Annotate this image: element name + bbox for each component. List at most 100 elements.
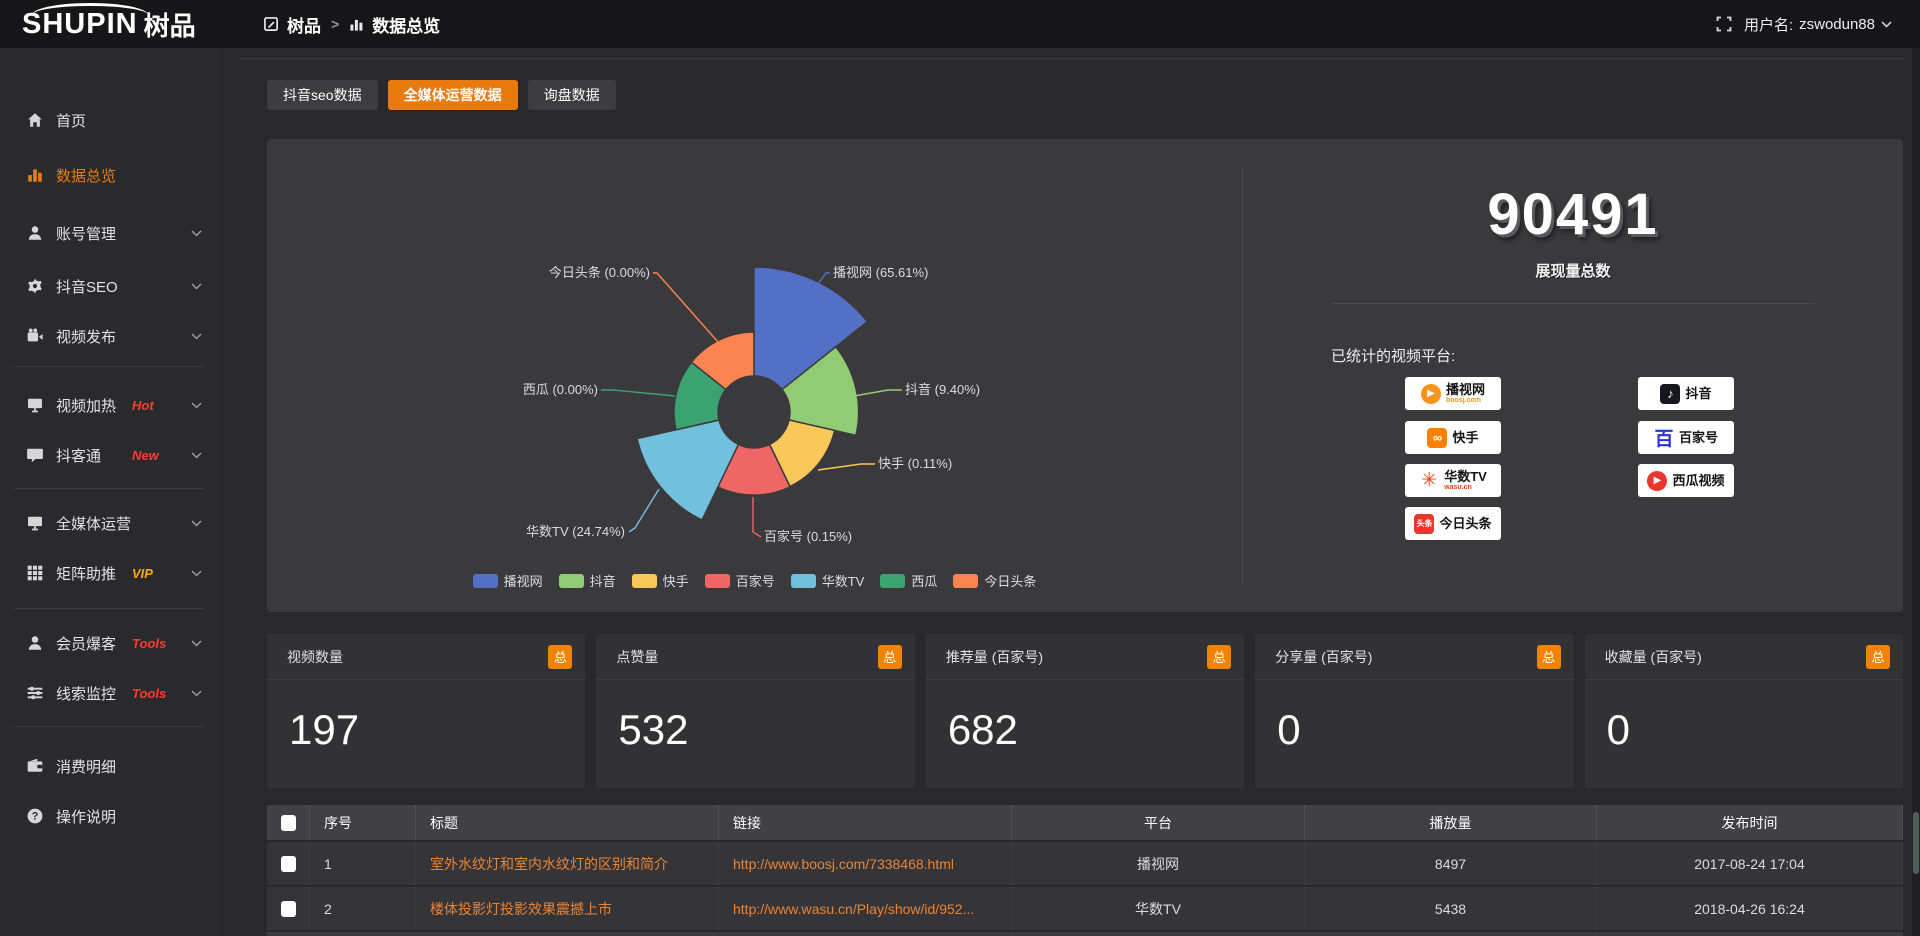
table-row: 2 楼体投影灯投影效果震撼上市 http://www.wasu.cn/Play/sh… (267, 885, 1903, 930)
快手-logo-icon: ∞ (1427, 427, 1448, 448)
table-header-播放量: 播放量 (1305, 805, 1597, 840)
sliders-icon (26, 684, 44, 702)
breadcrumb-item-root[interactable]: 树品 (287, 16, 321, 36)
platform-badge-text: 快手 (1452, 431, 1478, 445)
cell-platform: 播视网 (1012, 842, 1305, 885)
user-menu[interactable]: 用户名: zswodun88 (1744, 14, 1892, 35)
sidebar-item-数据总览[interactable]: 数据总览 (0, 160, 218, 190)
sidebar-item-首页[interactable]: 首页 (0, 105, 218, 135)
platform-badge-text: 西瓜视频 (1672, 474, 1724, 488)
pie-label-line-播视网 (814, 272, 830, 289)
stat-card-推荐量 (百家号): 推荐量 (百家号) 总 682 (925, 634, 1245, 788)
stub-cell (719, 932, 1012, 936)
stat-card-value: 532 (618, 706, 689, 753)
legend-item-百家号[interactable]: 百家号 (704, 571, 775, 590)
stat-card-点赞量: 点赞量 总 532 (596, 634, 915, 788)
platform-badge-sub: boosj.com (1445, 396, 1481, 404)
pie-slice-播视网[interactable] (753, 266, 869, 391)
stat-cards: 视频数量总 197 点赞量总 532 推荐量 (百家号) 总 682 分享量 (百家号) 总 0 收… (267, 634, 1904, 788)
pie-label-百家号: 百家号 (0.15%) (764, 529, 852, 544)
table-header-序号: 序号 (310, 805, 416, 840)
member-icon (26, 634, 44, 652)
pie-slice-华数TV[interactable] (636, 419, 740, 522)
table-header-链接: 链接 (719, 805, 1012, 840)
sidebar-item-线索监控[interactable]: 线索监控 Tools (0, 678, 218, 708)
pie-label-快手: 快手 (0.11%) (878, 456, 952, 471)
sidebar-divider (14, 726, 204, 727)
sidebar-item-badge: VIP (132, 565, 153, 581)
sidebar-item-全媒体运营[interactable]: 全媒体运营 (0, 508, 218, 538)
platform-badge-text: 播视网 boosj.com (1446, 383, 1485, 404)
legend-item-抖音[interactable]: 抖音 (558, 571, 616, 590)
pie-slice-抖音[interactable] (781, 345, 860, 437)
svg-text:?: ? (32, 810, 39, 822)
sidebar-item-消费明细[interactable]: 消费明细 (0, 751, 218, 781)
stub-cell (1305, 932, 1597, 936)
table-header-row: 序号 标题 链接 平台 播放量 发布时间 (267, 805, 1903, 840)
video-icon (26, 327, 44, 345)
summary-divider (1332, 303, 1814, 304)
sidebar-item-label: 操作说明 (56, 808, 117, 826)
sidebar-divider (14, 608, 204, 609)
tab-询盘数据[interactable]: 询盘数据 (527, 80, 616, 110)
gear-icon (26, 277, 44, 295)
sidebar-item-label: 视频加热 (56, 397, 117, 415)
pie-label-华数TV: 华数TV (24.74%) (526, 524, 625, 539)
stat-card-label: 收藏量 (百家号) (1604, 648, 1702, 665)
sidebar-item-操作说明[interactable]: ? 操作说明 (0, 801, 218, 831)
table-header-checkbox-cell (267, 805, 310, 840)
legend-item-快手[interactable]: 快手 (631, 571, 689, 590)
select-all-checkbox[interactable] (280, 814, 296, 831)
row-checkbox[interactable] (280, 900, 296, 917)
header-divider (240, 58, 1904, 59)
title-link[interactable]: 楼体投影灯投影效果震撼上市 (430, 900, 612, 917)
stat-card-value: 682 (947, 706, 1018, 753)
legend-item-华数TV[interactable]: 华数TV (790, 571, 864, 590)
播视网-logo-icon: ▶ (1420, 383, 1441, 404)
platform-badge-西瓜视频: ▶ 西瓜视频 (1638, 464, 1734, 497)
stat-card-label: 点赞量 (616, 648, 659, 665)
scrollbar-thumb[interactable] (1913, 812, 1919, 874)
home-icon (26, 111, 44, 129)
pie-label-line-今日头条 (653, 272, 719, 343)
stat-card-分享量 (百家号): 分享量 (百家号) 总 0 (1255, 634, 1574, 788)
title-link[interactable]: 室外水纹灯和室内水纹灯的区别和简介 (430, 855, 668, 872)
platform-badge-text: 百家号 (1679, 431, 1718, 445)
pie-label-line-华数TV (628, 488, 660, 533)
sidebar-item-视频发布[interactable]: 视频发布 (0, 321, 218, 351)
breadcrumb: 树品 > 数据总览 (264, 0, 440, 48)
sidebar-item-会员爆客[interactable]: 会员爆客 Tools (0, 628, 218, 658)
legend-item-西瓜[interactable]: 西瓜 (880, 571, 937, 590)
pie-label-line-抖音 (853, 389, 902, 397)
stat-card-header: 分享量 (百家号) 总 (1255, 634, 1574, 680)
topbar: SHUPIN 树品 树品 > 数据总览 用户名: zswodun88 (0, 0, 1920, 48)
tab-全媒体运营数据[interactable]: 全媒体运营数据 (387, 80, 518, 110)
row-checkbox[interactable] (280, 855, 296, 872)
url-link[interactable]: http://www.boosj.com/7338468.html (733, 855, 955, 872)
pie-slice-今日头条[interactable] (690, 331, 755, 391)
chart-legend: 播视网 抖音 快手 百家号 华数TV 西瓜 今日头条 (267, 571, 1242, 590)
legend-item-播视网[interactable]: 播视网 (472, 571, 543, 590)
sidebar-item-矩阵助推[interactable]: 矩阵助推 VIP (0, 558, 218, 588)
sidebar-item-抖音SEO[interactable]: 抖音SEO (0, 271, 218, 301)
platform-badge-name: 今日头条 (1439, 515, 1492, 531)
sidebar-divider (14, 366, 204, 367)
platforms-label: 已统计的视频平台: (1331, 348, 1456, 365)
legend-item-今日头条[interactable]: 今日头条 (953, 571, 1036, 590)
tab-抖音seo数据[interactable]: 抖音seo数据 (267, 80, 378, 110)
sidebar-item-抖客通[interactable]: 抖客通 New (0, 440, 218, 470)
西瓜视频-logo-icon: ▶ (1647, 470, 1668, 491)
sidebar-item-账号管理[interactable]: 账号管理 (0, 218, 218, 248)
rose-pie-chart[interactable]: 播视网 (65.61%) 抖音 (9.40%) 快手 (0.11%) 百家号 (0.1… (267, 145, 1242, 575)
cell-platform: 华数TV (1012, 887, 1305, 930)
sidebar-item-视频加热[interactable]: 视频加热 Hot (0, 390, 218, 420)
url-link[interactable]: http://www.wasu.cn/Play/show/id/952... (733, 900, 975, 917)
legend-swatch (880, 573, 906, 588)
fullscreen-icon[interactable] (1716, 16, 1732, 32)
total-impressions-label: 展现量总数 (1535, 263, 1611, 280)
cell-time: 2018-04-26 16:24 (1597, 887, 1903, 930)
sidebar-item-badge: Tools (132, 685, 167, 701)
cell-title: 室外水纹灯和室内水纹灯的区别和简介 (416, 842, 719, 885)
stub-cell (1012, 932, 1305, 936)
logo[interactable]: SHUPIN 树品 (22, 0, 196, 48)
